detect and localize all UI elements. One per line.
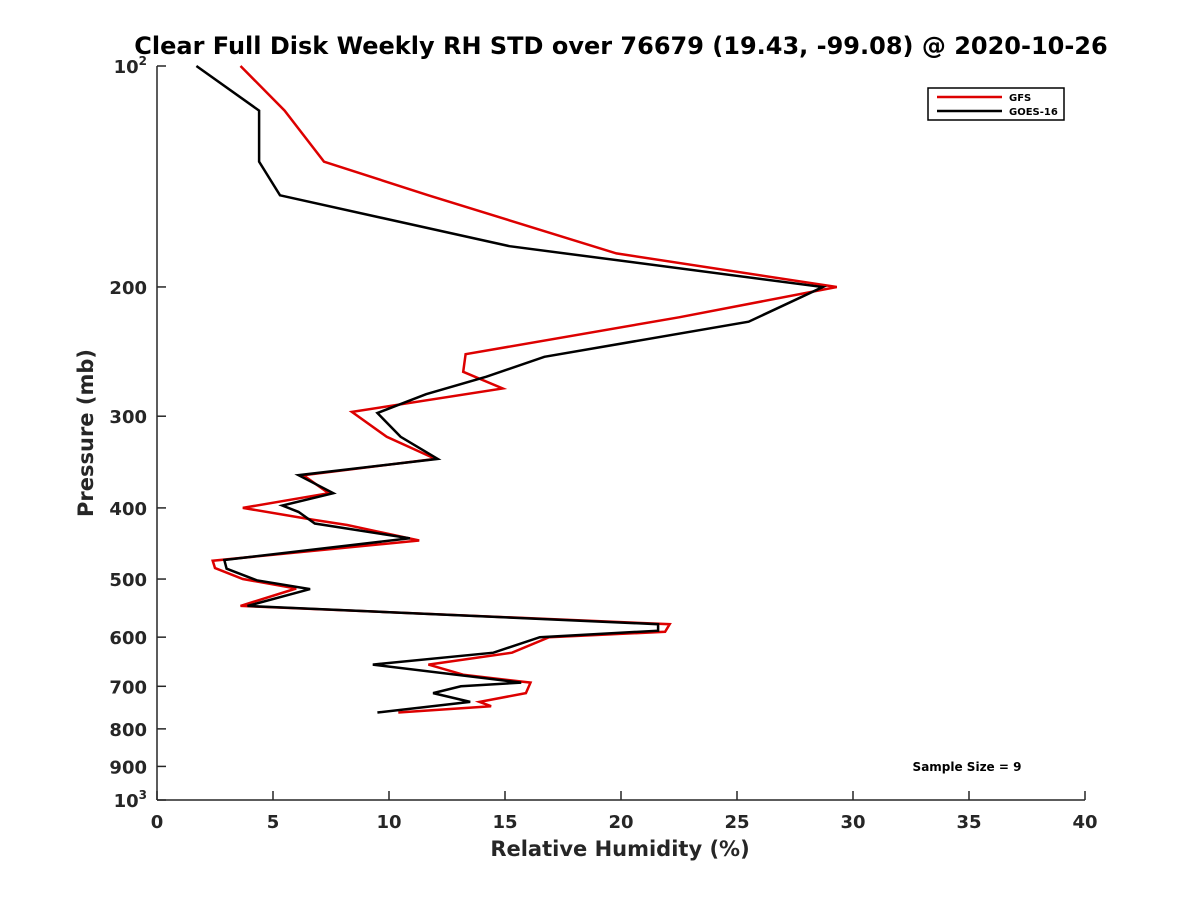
legend-box bbox=[927, 87, 1065, 121]
x-tick-label: 35 bbox=[956, 812, 981, 833]
axes bbox=[156, 66, 1085, 801]
sample-size-annotation: Sample Size = 9 bbox=[913, 760, 1022, 774]
y-tick-label: 103 bbox=[114, 788, 147, 812]
x-axis-ticks: 0 5 10 15 20 25 30 35 40 bbox=[151, 791, 1098, 833]
x-tick-label: 0 bbox=[151, 812, 164, 833]
x-axis-label: Relative Humidity (%) bbox=[490, 837, 749, 861]
x-tick-label: 5 bbox=[267, 812, 280, 833]
y-tick-label: 700 bbox=[109, 677, 147, 698]
legend-label-gfs: GFS bbox=[1009, 93, 1031, 104]
legend-label-goes16: GOES-16 bbox=[1009, 107, 1058, 118]
y-tick-label: 400 bbox=[109, 499, 147, 520]
series-lines bbox=[195, 64, 838, 714]
y-tick-label: 900 bbox=[109, 757, 147, 778]
y-tick-label: 500 bbox=[109, 570, 147, 591]
x-tick-label: 15 bbox=[492, 812, 517, 833]
series-line-gfs bbox=[211, 65, 838, 714]
y-axis-ticks: 102 200 300 400 500 600 700 800 900 103 bbox=[109, 54, 166, 812]
y-tick-label: 300 bbox=[109, 407, 147, 428]
y-tick-label: 600 bbox=[109, 628, 147, 649]
x-tick-label: 25 bbox=[724, 812, 749, 833]
chart-title: Clear Full Disk Weekly RH STD over 76679… bbox=[134, 32, 1107, 60]
y-tick-label: 102 bbox=[114, 54, 147, 78]
series-line-goes16 bbox=[195, 64, 828, 714]
legend: GFS GOES-16 bbox=[927, 87, 1065, 121]
x-tick-label: 10 bbox=[376, 812, 401, 833]
y-tick-label: 200 bbox=[109, 278, 147, 299]
x-tick-label: 30 bbox=[840, 812, 865, 833]
y-axis-label: Pressure (mb) bbox=[74, 349, 98, 517]
x-tick-label: 20 bbox=[608, 812, 633, 833]
y-tick-label: 800 bbox=[109, 720, 147, 741]
x-tick-label: 40 bbox=[1072, 812, 1097, 833]
